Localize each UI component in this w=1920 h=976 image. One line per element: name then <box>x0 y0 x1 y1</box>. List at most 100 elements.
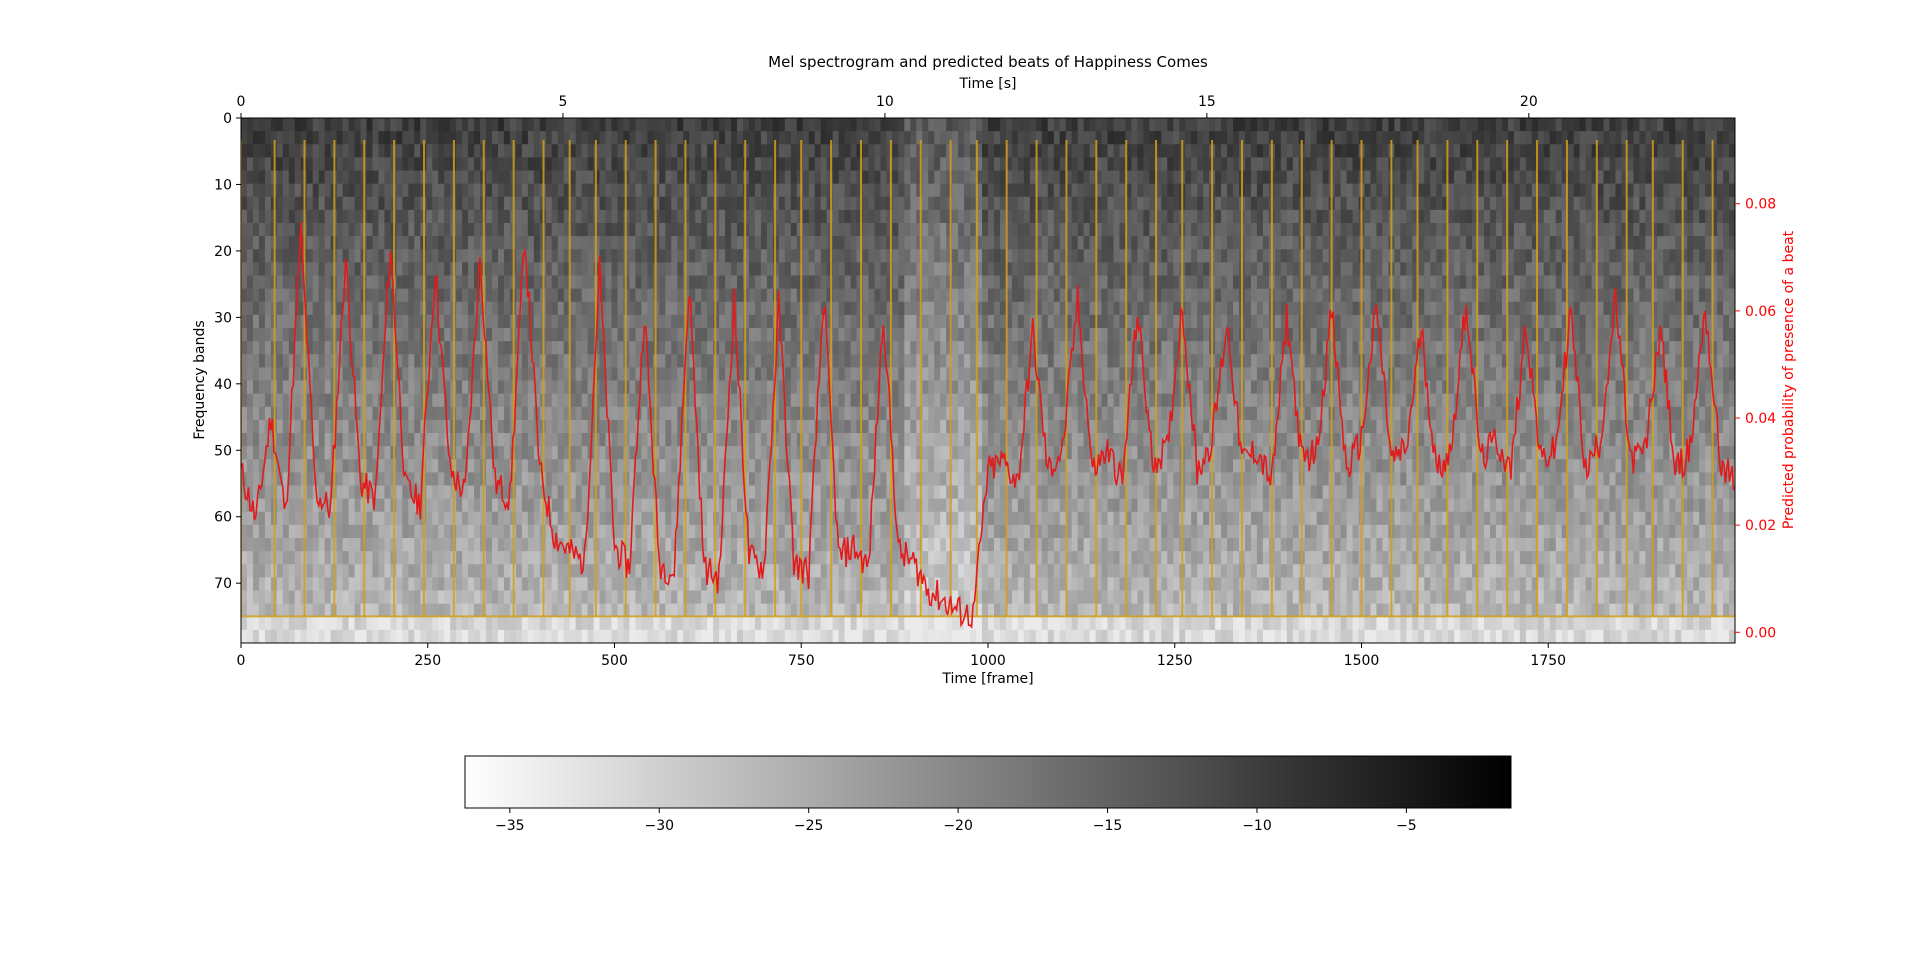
spectrogram-cell <box>641 144 648 158</box>
spectrogram-cell <box>354 183 362 198</box>
spectrogram-cell <box>408 144 415 158</box>
spectrogram-cell <box>946 209 953 224</box>
spectrogram-cell <box>772 196 780 211</box>
spectrogram-cell <box>653 406 660 421</box>
spectrogram-cell <box>491 223 499 237</box>
spectrogram-cell <box>336 196 344 211</box>
spectrogram-cell <box>772 157 780 172</box>
spectrogram-cell <box>569 170 577 185</box>
spectrogram-cell <box>426 236 433 250</box>
spectrogram-cell <box>731 328 738 342</box>
spectrogram-cell <box>958 524 965 539</box>
spectrogram-cell <box>707 328 714 342</box>
spectrogram-cell <box>970 328 977 342</box>
spectrogram-cell <box>617 262 625 277</box>
spectrogram-cell <box>892 131 899 145</box>
spectrogram-cell <box>456 144 463 158</box>
spectrogram-cell <box>695 249 702 263</box>
spectrogram-cell <box>246 511 254 526</box>
spectrogram-cell <box>551 131 559 145</box>
spectrogram-cell <box>241 551 248 565</box>
spectrogram-cell <box>784 249 792 263</box>
spectrogram-cell <box>432 380 439 395</box>
spectrogram-cell <box>527 288 535 303</box>
spectrogram-cell <box>605 406 613 421</box>
spectrogram-cell <box>868 393 876 408</box>
spectrogram-cell <box>874 249 882 263</box>
spectrogram-cell <box>575 223 583 237</box>
spectrogram-cell <box>880 485 888 500</box>
spectrogram-cell <box>934 551 941 565</box>
spectrogram-cell <box>802 183 810 198</box>
spectrogram-cell <box>276 419 284 434</box>
spectrogram-cell <box>892 341 899 355</box>
spectrogram-cell <box>456 367 463 382</box>
spectrogram-cell <box>850 196 858 211</box>
spectrogram-cell <box>497 262 505 277</box>
spectrogram-cell <box>760 433 768 447</box>
spectrogram-cell <box>241 341 248 355</box>
spectrogram-cell <box>336 603 344 618</box>
spectrogram-cell <box>468 275 475 290</box>
spectrogram-cell <box>605 157 613 172</box>
spectrogram-cell <box>342 223 350 237</box>
spectrogram-cell <box>641 511 648 526</box>
spectrogram-cell <box>892 446 899 460</box>
spectrogram-cell <box>946 472 953 487</box>
spectrogram-cell <box>378 157 386 172</box>
spectrogram-cell <box>970 144 977 158</box>
spectrogram-cell <box>581 419 589 434</box>
spectrogram-cell <box>940 131 947 145</box>
spectrogram-cell <box>784 341 792 355</box>
spectrogram-cell <box>760 406 768 421</box>
spectrogram-cell <box>659 538 666 552</box>
spectrogram-cell <box>946 616 953 631</box>
spectrogram-cell <box>318 419 326 434</box>
spectrogram-cell <box>288 157 296 172</box>
spectrogram-cell <box>844 144 852 158</box>
spectrogram-cell <box>737 131 744 145</box>
spectrogram-cell <box>928 406 935 421</box>
spectrogram-cell <box>677 144 684 158</box>
spectrogram-cell <box>904 354 911 368</box>
spectrogram-cell <box>629 341 637 355</box>
spectrogram-cell <box>772 131 780 145</box>
spectrogram-cell <box>874 144 882 158</box>
spectrogram-cell <box>599 341 607 355</box>
spectrogram-cell <box>713 314 720 329</box>
spectrogram-cell <box>964 118 971 132</box>
spectrogram-cell <box>384 131 391 145</box>
spectrogram-cell <box>671 183 678 198</box>
spectrogram-cell <box>468 223 475 237</box>
spectrogram-cell <box>659 328 666 342</box>
spectrogram-cell <box>414 249 421 263</box>
spectrogram-cell <box>462 249 469 263</box>
spectrogram-cell <box>402 629 409 643</box>
spectrogram-cell <box>904 301 911 316</box>
spectrogram-cell <box>916 564 923 578</box>
spectrogram-cell <box>276 603 284 618</box>
spectrogram-cell <box>438 328 445 342</box>
spectrogram-cell <box>312 288 320 303</box>
spectrogram-cell <box>575 209 583 224</box>
spectrogram-cell <box>814 209 822 224</box>
spectrogram-cell <box>468 288 475 303</box>
spectrogram-cell <box>515 131 523 145</box>
spectrogram-cell <box>491 538 499 552</box>
spectrogram-cell <box>491 236 499 250</box>
spectrogram-cell <box>940 564 947 578</box>
spectrogram-cell <box>264 249 272 263</box>
spectrogram-cell <box>808 603 816 618</box>
spectrogram-cell <box>486 249 493 263</box>
spectrogram-cell <box>695 157 702 172</box>
spectrogram-cell <box>312 223 320 237</box>
spectrogram-cell <box>742 406 750 421</box>
spectrogram-cell <box>737 236 744 250</box>
spectrogram-cell <box>474 144 481 158</box>
spectrogram-cell <box>952 433 959 447</box>
spectrogram-cell <box>599 629 607 643</box>
spectrogram-cell <box>533 577 541 592</box>
spectrogram-cell <box>856 629 864 643</box>
spectrogram-cell <box>486 301 493 316</box>
